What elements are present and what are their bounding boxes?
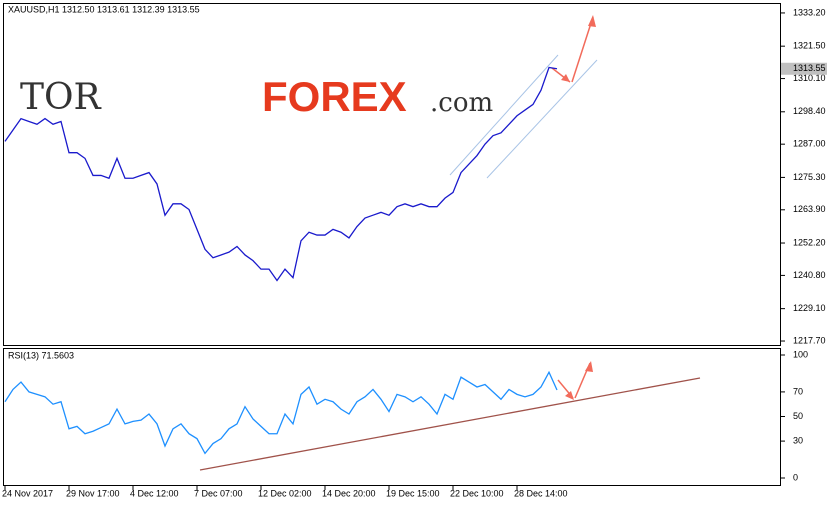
arrowhead <box>588 15 596 27</box>
annotations <box>199 15 701 471</box>
y-tick-label: 1229.10 <box>793 303 826 313</box>
x-tick-label: 12 Dec 02:00 <box>258 488 312 498</box>
y-tick-label: 1310.10 <box>793 73 826 83</box>
channel-line <box>486 59 598 179</box>
logo-com: .com <box>430 88 493 118</box>
x-tick-label: 24 Nov 2017 <box>2 488 53 498</box>
price-pane <box>3 3 781 346</box>
y-tick-label: 0 <box>793 472 798 482</box>
y-tick-label: 1298.40 <box>793 106 826 116</box>
y-tick-label: 1321.50 <box>793 41 826 51</box>
x-tick-label: 7 Dec 07:00 <box>194 488 243 498</box>
y-tick-label: 70 <box>793 386 803 396</box>
chart-title: XAUUSD,H1 1312.50 1313.61 1312.39 1313.5… <box>8 4 200 14</box>
rsi-title: RSI(13) 71.5603 <box>8 350 74 360</box>
y-tick-label: 1287.00 <box>793 139 826 149</box>
x-tick-label: 28 Dec 14:00 <box>514 488 568 498</box>
y-tick-label: 1275.30 <box>793 172 826 182</box>
rsi-pane <box>3 348 781 486</box>
arrowhead <box>565 391 574 400</box>
price-badge <box>781 62 827 75</box>
series-line <box>4 66 558 282</box>
price-label: 1313.55 <box>793 63 826 73</box>
y-tick-label: 1333.20 <box>793 7 826 17</box>
arrow <box>571 16 594 83</box>
rsi-trendline <box>199 377 701 471</box>
x-tick-label: 19 Dec 15:00 <box>386 488 440 498</box>
y-tick-label: 1263.90 <box>793 204 826 214</box>
y-tick-label: 1240.80 <box>793 270 826 280</box>
x-tick-label: 14 Dec 20:00 <box>322 488 376 498</box>
x-tick-label: 4 Dec 12:00 <box>130 488 179 498</box>
y-tick-label: 50 <box>793 411 803 421</box>
arrowhead <box>561 74 570 82</box>
x-tick-label: 22 Dec 10:00 <box>450 488 504 498</box>
logo-tor: TOR <box>20 77 102 118</box>
y-tick-label: 1217.70 <box>793 335 826 345</box>
channel-line <box>449 54 559 176</box>
y-tick-label: 30 <box>793 435 803 445</box>
logo-forex: FOREX <box>262 73 407 120</box>
y-tick-label: 100 <box>793 349 808 359</box>
y-tick-label: 1252.20 <box>793 237 826 247</box>
arrowhead <box>585 361 593 372</box>
x-tick-label: 29 Nov 17:00 <box>66 488 120 498</box>
series-line <box>4 370 558 455</box>
